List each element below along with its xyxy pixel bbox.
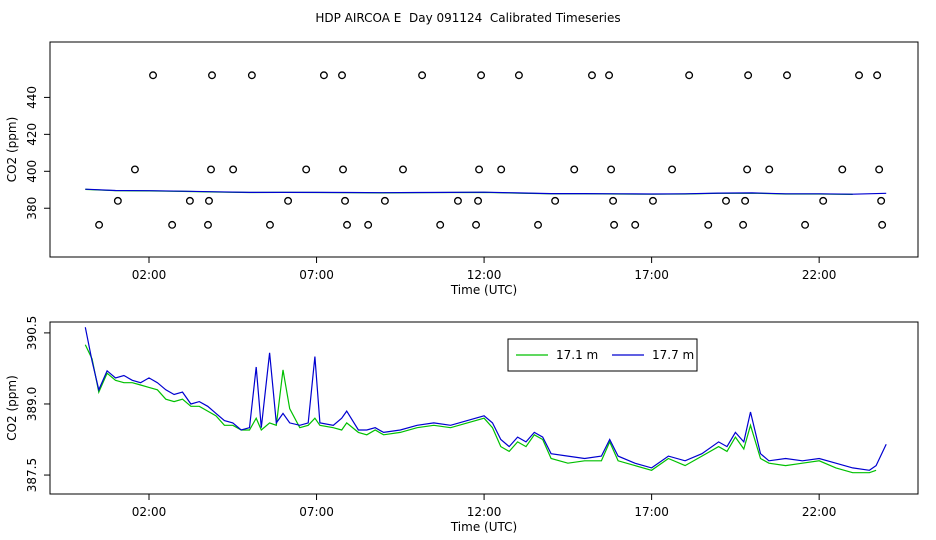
data-point: [418, 71, 427, 80]
legend-label: 17.7 m: [652, 348, 694, 362]
data-point: [302, 165, 311, 174]
data-point: [266, 220, 274, 229]
data-line: [84, 344, 877, 474]
data-point: [570, 165, 579, 174]
data-point: [668, 165, 677, 174]
data-point: [341, 196, 349, 205]
data-point: [130, 165, 139, 174]
data-point: [855, 71, 863, 80]
page-title: HDP AIRCOA E Day 091124 Calibrated Times…: [315, 11, 620, 25]
x-tick-label: 17:00: [634, 268, 669, 282]
data-point: [783, 71, 791, 80]
x-axis-label: Time (UTC): [450, 283, 517, 297]
data-point: [149, 71, 157, 80]
data-point: [339, 165, 347, 174]
x-tick-label: 02:00: [132, 505, 167, 519]
x-tick-label: 07:00: [299, 268, 334, 282]
data-point: [744, 71, 753, 80]
y-tick-label: 389.0: [25, 387, 39, 421]
x-tick-label: 07:00: [299, 505, 334, 519]
data-point: [605, 71, 614, 80]
data-point: [185, 196, 194, 205]
data-point: [319, 71, 328, 80]
data-point: [204, 220, 212, 229]
data-point: [741, 196, 750, 205]
y-tick-label: 380: [25, 197, 39, 220]
data-point: [607, 165, 616, 174]
data-point: [801, 220, 810, 229]
data-point: [284, 196, 293, 205]
data-point: [497, 165, 506, 174]
x-tick-label: 22:00: [802, 268, 837, 282]
data-point: [475, 165, 484, 174]
y-axis-label: CO2 (ppm): [5, 117, 19, 183]
data-point: [168, 220, 177, 229]
plot-frame: [49, 321, 919, 495]
data-point: [477, 71, 486, 80]
data-point: [873, 71, 882, 80]
data-point: [704, 220, 713, 229]
data-point: [113, 196, 122, 205]
y-tick-label: 390.5: [25, 316, 39, 350]
data-point: [685, 71, 694, 80]
data-point: [343, 220, 351, 229]
x-tick-label: 12:00: [467, 505, 502, 519]
data-point: [739, 220, 748, 229]
data-point: [95, 220, 104, 229]
data-point: [819, 196, 828, 205]
data-point: [649, 196, 657, 205]
data-point: [207, 165, 215, 174]
data-point: [838, 165, 847, 174]
x-axis-label: Time (UTC): [450, 520, 517, 534]
data-point: [743, 165, 752, 174]
data-point: [588, 71, 596, 80]
y-tick-label: 440: [25, 86, 39, 109]
data-point: [247, 71, 256, 80]
data-point: [436, 220, 445, 229]
data-point: [229, 165, 238, 174]
data-point: [534, 220, 542, 229]
data-point: [609, 196, 618, 205]
data-point: [878, 220, 887, 229]
y-tick-label: 420: [25, 123, 39, 146]
x-tick-label: 02:00: [132, 268, 167, 282]
data-line: [84, 327, 887, 471]
data-point: [514, 71, 523, 80]
data-point: [610, 220, 619, 229]
x-tick-label: 22:00: [802, 505, 837, 519]
data-point: [474, 196, 483, 205]
data-line: [85, 188, 887, 195]
data-point: [765, 165, 774, 174]
y-axis-label: CO2 (ppm): [5, 375, 19, 441]
legend-label: 17.1 m: [556, 348, 598, 362]
data-point: [631, 220, 640, 229]
x-tick-label: 17:00: [634, 505, 669, 519]
data-point: [399, 165, 407, 174]
data-point: [338, 71, 346, 80]
data-point: [208, 71, 216, 80]
data-point: [453, 196, 462, 205]
data-point: [551, 196, 560, 205]
y-tick-label: 387.5: [25, 458, 39, 492]
y-tick-label: 400: [25, 160, 39, 183]
data-point: [877, 196, 886, 205]
data-point: [472, 220, 480, 229]
data-point: [875, 165, 884, 174]
data-point: [722, 196, 730, 205]
x-tick-label: 12:00: [467, 268, 502, 282]
data-point: [364, 220, 373, 229]
data-point: [380, 196, 389, 205]
data-point: [205, 196, 213, 205]
